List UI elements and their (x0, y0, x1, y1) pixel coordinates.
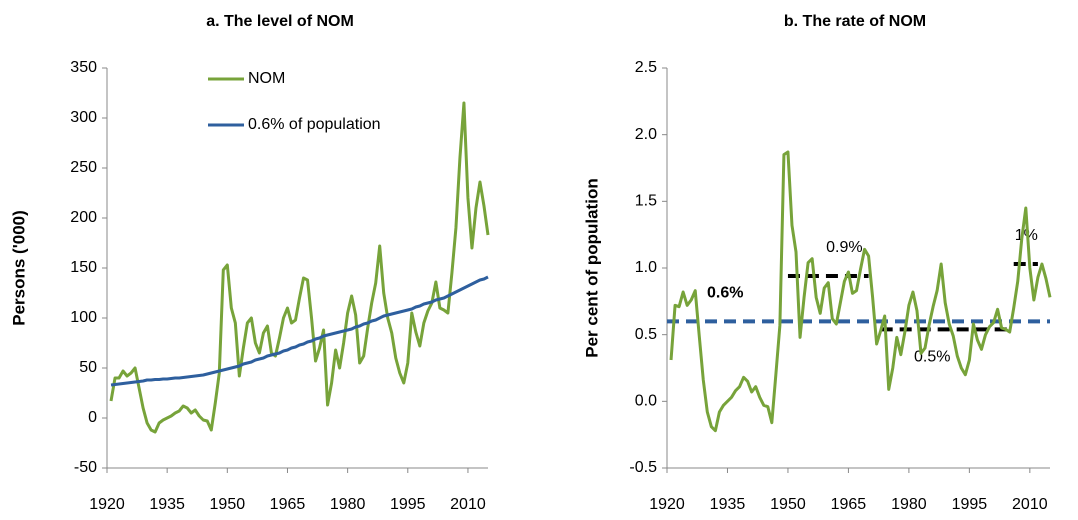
y-tick-label: 200 (70, 209, 97, 226)
y-axis-label: Per cent of population (582, 178, 601, 357)
x-tick-label: 1935 (149, 496, 185, 513)
y-tick-label: -50 (74, 459, 97, 476)
x-tick-label: 1920 (89, 496, 125, 513)
y-tick-label: 50 (79, 359, 97, 376)
y-tick-label: 100 (70, 309, 97, 326)
y-tick-label: 1.5 (635, 193, 657, 210)
x-tick-label: 1995 (952, 496, 988, 513)
data-line (669, 150, 1052, 433)
y-tick-label: 0 (88, 409, 97, 426)
y-tick-label: 2.0 (635, 126, 657, 143)
y-tick-label: 150 (70, 259, 97, 276)
x-tick-label: 1920 (649, 496, 685, 513)
x-tick-label: 2010 (1012, 496, 1048, 513)
reference-label: 0.6% (707, 285, 743, 302)
y-tick-label: 0.0 (635, 393, 657, 410)
x-tick-label: 1965 (270, 496, 306, 513)
y-tick-label: -0.5 (629, 459, 657, 476)
y-tick-label: 1.0 (635, 259, 657, 276)
legend-label: 0.6% of population (248, 116, 381, 133)
chart-title: a. The level of NOM (206, 13, 354, 30)
x-tick-label: 1965 (831, 496, 867, 513)
y-axis-label: Persons ('000) (9, 210, 28, 326)
y-tick-label: 350 (70, 59, 97, 76)
x-tick-label: 1995 (390, 496, 426, 513)
y-tick-label: 2.5 (635, 59, 657, 76)
x-tick-label: 1950 (770, 496, 806, 513)
x-tick-label: 1950 (210, 496, 246, 513)
y-tick-label: 250 (70, 159, 97, 176)
x-tick-label: 1980 (891, 496, 927, 513)
x-tick-label: 1935 (710, 496, 746, 513)
legend-label: NOM (248, 70, 285, 87)
data-line (109, 101, 490, 434)
y-tick-label: 0.5 (635, 326, 657, 343)
x-tick-label: 2010 (450, 496, 486, 513)
chart-title: b. The rate of NOM (784, 13, 926, 30)
x-tick-label: 1980 (330, 496, 366, 513)
data-line (110, 275, 489, 387)
y-tick-label: 300 (70, 109, 97, 126)
reference-label: 0.9% (826, 239, 862, 256)
